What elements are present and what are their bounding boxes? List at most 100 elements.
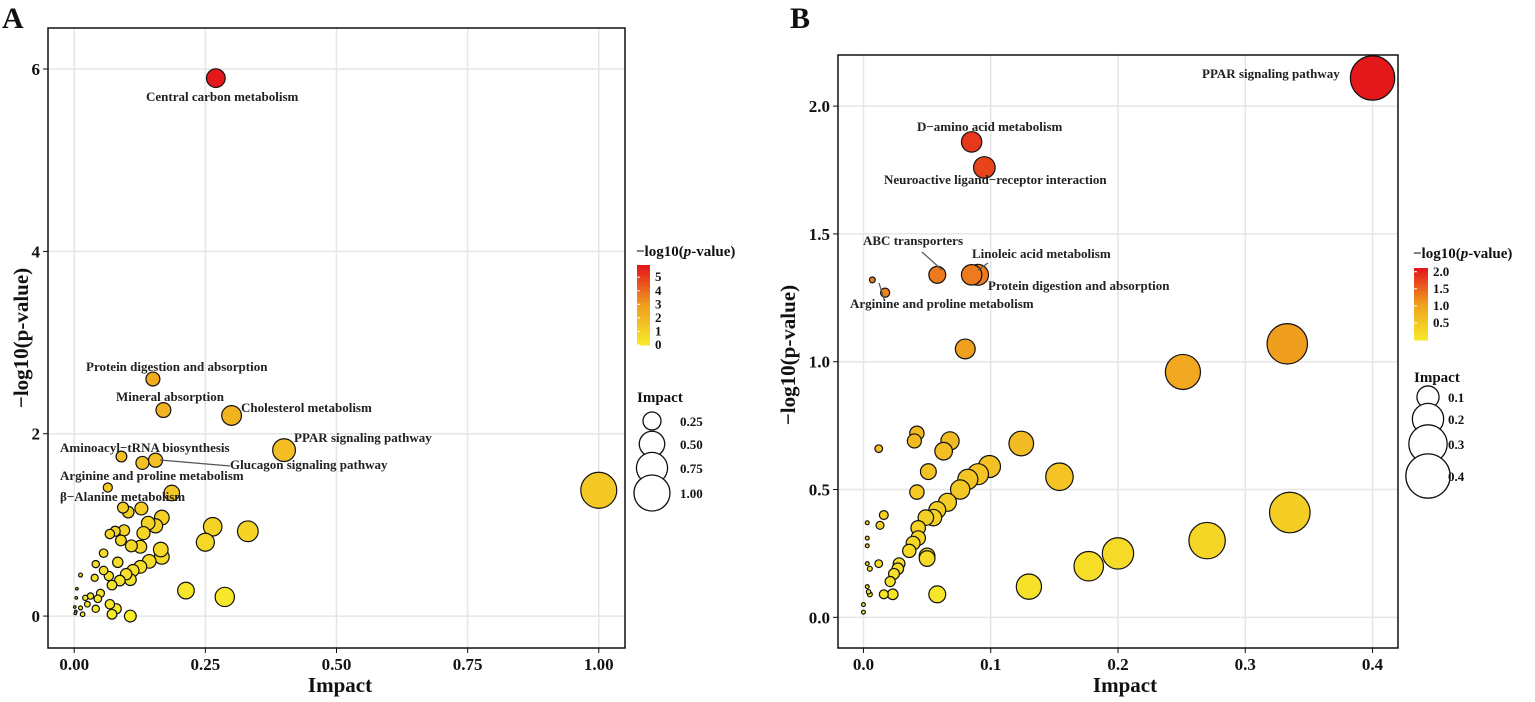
- colorbar-segment: [637, 275, 650, 278]
- data-point: [1188, 521, 1226, 560]
- colorbar-segment: [1414, 275, 1428, 278]
- colorbar-segment: [637, 313, 650, 316]
- colorbar-segment: [637, 319, 650, 322]
- data-point: [79, 611, 86, 618]
- data-point: [860, 609, 866, 615]
- data-point: [934, 441, 954, 461]
- colorbar-segment: [637, 295, 650, 298]
- size-legend-circle: [642, 411, 662, 431]
- size-legend-circle: [1405, 453, 1451, 499]
- colorbar-tick-label: 2: [655, 310, 662, 325]
- colorbar-tick-label: 3: [655, 296, 662, 311]
- y-tick-label: 1.5: [809, 225, 830, 244]
- colorbar-segment: [1414, 314, 1428, 318]
- colorbar-segment: [1414, 278, 1428, 282]
- data-point: [136, 525, 151, 541]
- data-point-labeled: [928, 265, 947, 284]
- data-point: [77, 605, 84, 611]
- x-tick-label: 0.75: [453, 655, 483, 674]
- colorbar-segment: [637, 309, 650, 312]
- point-label: Central carbon metabolism: [146, 89, 299, 104]
- size-legend-label: 0.4: [1448, 469, 1465, 484]
- data-point: [82, 594, 89, 602]
- colorbar-segment: [1414, 300, 1428, 303]
- data-point: [104, 528, 116, 540]
- size-legend-label: 0.50: [680, 437, 703, 452]
- y-tick-label: 0.0: [809, 608, 830, 627]
- data-point: [1266, 323, 1309, 365]
- colorbar-segment: [637, 301, 650, 304]
- point-label: Glucagon signaling pathway: [230, 457, 388, 472]
- plot-border: [837, 54, 1399, 649]
- colorbar-segment: [637, 283, 650, 286]
- data-point: [163, 484, 181, 502]
- colorbar-tick-label: 4: [655, 283, 662, 298]
- data-point: [77, 572, 84, 578]
- colorbar-segment: [1414, 296, 1428, 300]
- colorbar-segment: [1414, 302, 1428, 305]
- data-point: [124, 539, 138, 553]
- colorbar-segment: [1414, 320, 1428, 323]
- data-point-labeled: [960, 264, 983, 286]
- data-point-labeled: [1349, 55, 1396, 101]
- data-point: [202, 516, 223, 537]
- data-point-labeled: [868, 276, 876, 284]
- data-point: [106, 579, 118, 591]
- colorbar-segment: [637, 269, 650, 272]
- label-leader-line: [921, 251, 943, 271]
- colorbar-segment: [1414, 338, 1428, 341]
- data-point: [236, 520, 259, 543]
- data-point: [1268, 491, 1311, 534]
- data-point: [860, 602, 866, 608]
- y-axis-title: −log10(p-value): [776, 285, 800, 425]
- size-legend-label: 0.1: [1448, 390, 1464, 405]
- size-legend-circle: [633, 474, 671, 512]
- x-axis-title: Impact: [308, 673, 372, 697]
- colorbar-tick-label: 1.0: [1433, 298, 1449, 313]
- colorbar-segment: [637, 285, 650, 288]
- colorbar-segment: [1414, 293, 1428, 296]
- data-point: [123, 609, 137, 623]
- data-point: [919, 463, 937, 481]
- plot-border: [47, 27, 626, 649]
- colorbar-segment: [1414, 289, 1428, 292]
- point-label: Neuroactive ligand−receptor interaction: [884, 172, 1107, 187]
- color-legend-title: −log10(p-value): [636, 244, 735, 260]
- point-label: PPAR signaling pathway: [294, 430, 432, 445]
- colorbar-segment: [1414, 334, 1428, 337]
- colorbar-segment: [637, 315, 650, 318]
- data-point-labeled: [145, 371, 161, 387]
- data-point: [152, 541, 169, 558]
- x-tick-label: 0.00: [59, 655, 89, 674]
- data-point: [91, 604, 100, 614]
- y-tick-label: 4: [32, 242, 41, 261]
- colorbar-segment: [1414, 325, 1428, 328]
- colorbar-tick-label: 1: [655, 323, 662, 338]
- data-point: [865, 588, 872, 595]
- data-point: [177, 581, 195, 600]
- colorbar-segment: [1414, 331, 1428, 334]
- data-point: [878, 510, 889, 521]
- y-tick-label: 6: [32, 60, 41, 79]
- colorbar-segment: [1414, 311, 1428, 314]
- label-leader-line: [159, 459, 231, 467]
- colorbar-segment: [637, 291, 650, 294]
- data-point: [83, 600, 91, 608]
- panel-a: A 0.00 0.25 0.50 0.75 1.00 0 2 4 6 Impact −log10(p-…: [2, 2, 735, 697]
- y-tick-label: 2: [32, 425, 41, 444]
- colorbar-segment: [1414, 332, 1428, 336]
- colorbar-segment: [1414, 316, 1428, 319]
- colorbar-tick-label: 1.5: [1433, 281, 1450, 296]
- x-tick-label: 0.0: [853, 655, 874, 674]
- colorbar-segment: [1414, 286, 1428, 289]
- colorbar-tick-label: 2.0: [1433, 264, 1449, 279]
- x-tick-label: 0.50: [322, 655, 352, 674]
- colorbar-segment: [1414, 295, 1428, 298]
- label-leader-line: [878, 282, 885, 300]
- size-legend-title: Impact: [637, 390, 683, 406]
- data-point: [874, 559, 884, 569]
- data-point-labeled: [960, 131, 983, 153]
- data-point: [106, 608, 118, 620]
- colorbar-segment: [1414, 282, 1428, 285]
- data-point: [1045, 462, 1074, 492]
